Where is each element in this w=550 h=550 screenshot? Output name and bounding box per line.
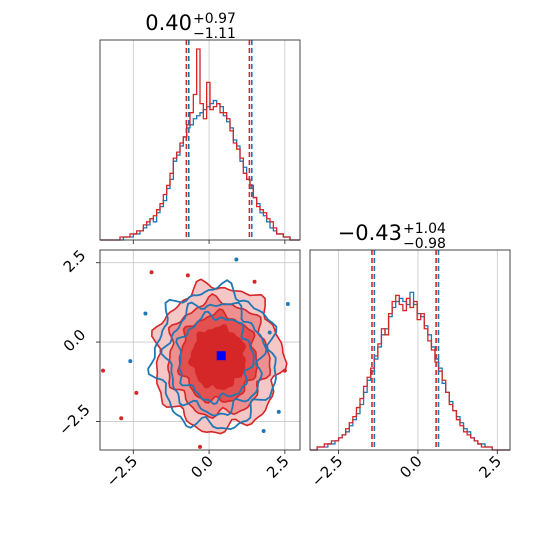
contour-frame [99,249,301,451]
contour-point-13 [285,301,290,306]
contour-point-2 [134,390,139,395]
hist1-frame [99,39,301,241]
axes-layer [96,39,511,454]
contour-blue-level-1 [160,301,268,417]
hist1-title: 0.40 +0.97−1.11 [145,11,236,42]
contour-xtick-label-0: −2.5 [103,452,141,490]
contour-point-9 [276,409,281,414]
contour-ytick-label-0: −2.5 [55,401,93,439]
hist2-series-0 [310,291,510,451]
contour-blue-level-2 [175,310,255,405]
contour-point-8 [198,444,202,449]
hist1-title-median: 0.40 [145,11,192,35]
contour-marker [216,351,226,361]
contour-xtick-label-2: 2.5 [263,452,293,482]
contour-ytick-label-1: 0.0 [60,326,90,356]
contour-point-14 [119,416,124,421]
histogram-top-left [100,40,300,241]
contour-xtick-label-1: 0.0 [187,452,217,482]
hist2-title-median: −0.43 [338,221,402,245]
hist2-title-plus: +1.04 [403,221,446,237]
contour-ytick-label-2: 2.5 [60,246,90,276]
hist2-xtick-label-2: 2.5 [476,452,506,482]
contour-point-7 [261,428,266,433]
contour-point-11 [234,257,239,262]
hist1-series-1 [100,48,300,241]
histogram-bottom-right [310,250,510,451]
hist2-xtick-label-0: −2.5 [308,452,346,490]
hist2-title: −0.43 +1.04−0.98 [338,221,446,252]
hist2-frame [309,249,511,451]
contour-point-3 [143,311,148,316]
contour-point-0 [101,368,106,373]
contour-point-1 [128,359,133,364]
hist2-series-1 [310,294,510,451]
contour-point-6 [282,368,287,373]
contour-point-4 [252,279,257,284]
contour-point-10 [149,270,154,275]
hist1-title-plus: +0.97 [193,11,236,27]
contour-point-5 [267,330,272,335]
contour-point-12 [185,273,190,278]
hist2-xtick-label-1: 0.0 [396,452,426,482]
contour-blue-level-0 [147,279,278,431]
hist2-title-minus: −0.98 [403,236,446,252]
hist1-title-minus: −1.11 [193,26,236,42]
contour-bottom-left [101,257,290,449]
